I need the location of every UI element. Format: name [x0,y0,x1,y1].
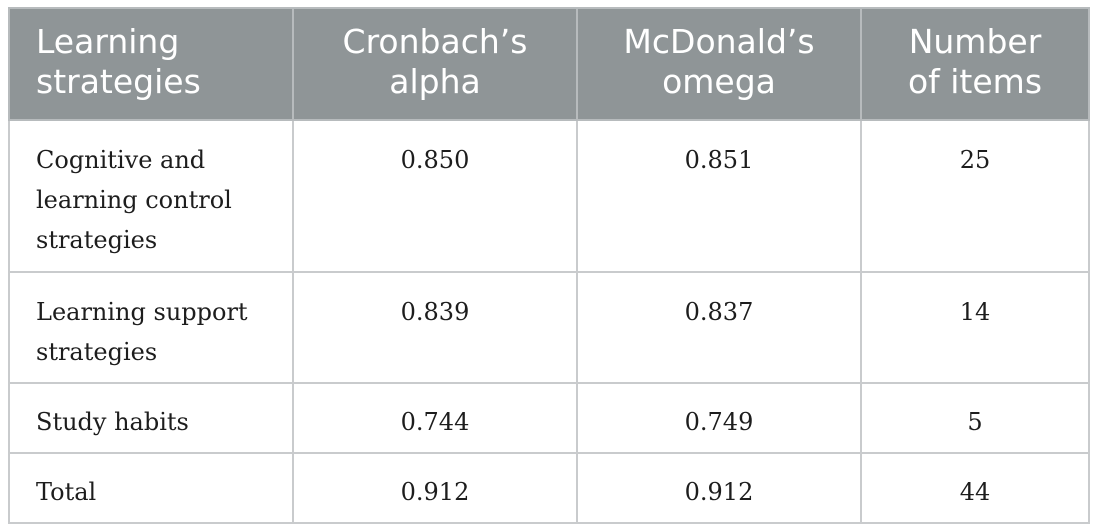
strategy-cell: Learning support strategies [8,271,294,384]
table-header: Learning strategies Cronbach’s alpha McD… [8,7,1090,121]
header-cronbachs-alpha: Cronbach’s alpha [292,7,578,121]
omega-cell: 0.912 [576,452,862,524]
alpha-cell: 0.839 [292,271,578,384]
header-line: strategies [36,62,201,101]
table-row: Total 0.912 0.912 44 [8,452,1090,524]
items-cell: 14 [860,271,1090,384]
table-row: Study habits 0.744 0.749 5 [8,382,1090,454]
table-body: Cognitive and learning control strategie… [8,119,1090,524]
header-row: Learning strategies Cronbach’s alpha McD… [8,7,1090,121]
items-cell: 44 [860,452,1090,524]
omega-cell: 0.851 [576,119,862,273]
strategy-cell: Total [8,452,294,524]
header-line: Number [908,22,1042,61]
header-line: Learning [36,22,180,61]
items-cell: 25 [860,119,1090,273]
header-mcdonalds-omega: McDonald’s omega [576,7,862,121]
header-learning-strategies: Learning strategies [8,7,294,121]
omega-cell: 0.837 [576,271,862,384]
omega-cell: 0.749 [576,382,862,454]
header-line: of items [907,62,1043,101]
alpha-cell: 0.744 [292,382,578,454]
header-number-of-items: Number of items [860,7,1090,121]
table-row: Cognitive and learning control strategie… [8,119,1090,273]
table-row: Learning support strategies 0.839 0.837 … [8,271,1090,384]
header-line: Cronbach’s [342,22,528,61]
items-cell: 5 [860,382,1090,454]
header-line: alpha [389,62,481,101]
header-line: McDonald’s [623,22,815,61]
header-line: omega [662,62,776,101]
alpha-cell: 0.912 [292,452,578,524]
strategy-cell: Cognitive and learning control strategie… [8,119,294,273]
reliability-table: Learning strategies Cronbach’s alpha McD… [8,7,1090,524]
alpha-cell: 0.850 [292,119,578,273]
strategy-cell: Study habits [8,382,294,454]
